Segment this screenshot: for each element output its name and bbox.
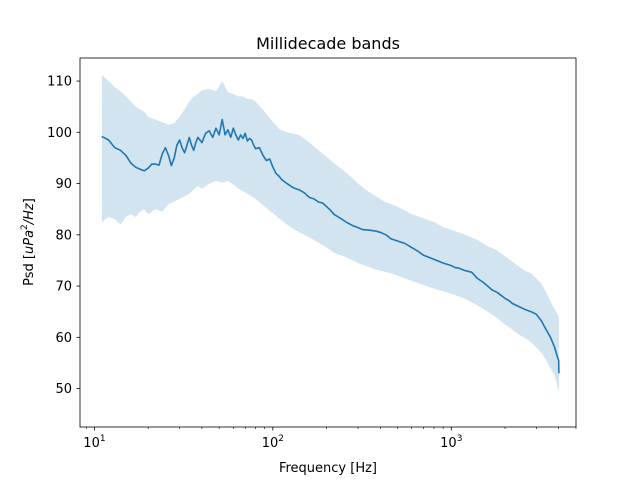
plot-area [101,74,560,394]
y-tick-label: 100 [47,126,72,141]
y-axis-label-exponent: 2 [20,224,30,230]
confidence-band [101,74,559,394]
y-axis-label: Psd [uPa2/Hz] [20,198,37,286]
x-tick-label-base: 10 [440,436,457,451]
x-axis-label: Frequency [Hz] [279,461,377,476]
series-line [101,118,560,374]
y-tick-label: 110 [47,75,72,90]
y-tick-label: 60 [55,331,72,346]
plot-frame [79,57,577,428]
y-tick-label: 70 [55,280,72,295]
chart-title: Millidecade bands [256,34,400,53]
x-tick-label-base: 10 [262,436,279,451]
x-tick-label: 102 [262,434,284,451]
y-tick-label: 90 [55,177,72,192]
y-axis-label-unit-base: uPa [22,230,37,254]
x-tick-label-base: 10 [83,436,100,451]
x-tick-label-exponent: 2 [278,434,284,444]
x-tick-label-exponent: 1 [100,434,106,444]
y-axis-label-unit-rest: /Hz [22,202,37,225]
y-axis-label-suffix: ] [22,198,37,203]
x-tick-label: 101 [83,434,105,451]
y-axis-label-prefix: Psd [ [22,254,37,286]
y-axis: 50 60 70 80 90 100 110 [47,75,80,397]
y-tick-label: 50 [55,382,72,397]
x-tick-label-exponent: 3 [457,434,463,444]
x-axis: 101 102 103 [83,427,577,451]
x-tick-label: 103 [440,434,462,451]
y-tick-label: 80 [55,228,72,243]
